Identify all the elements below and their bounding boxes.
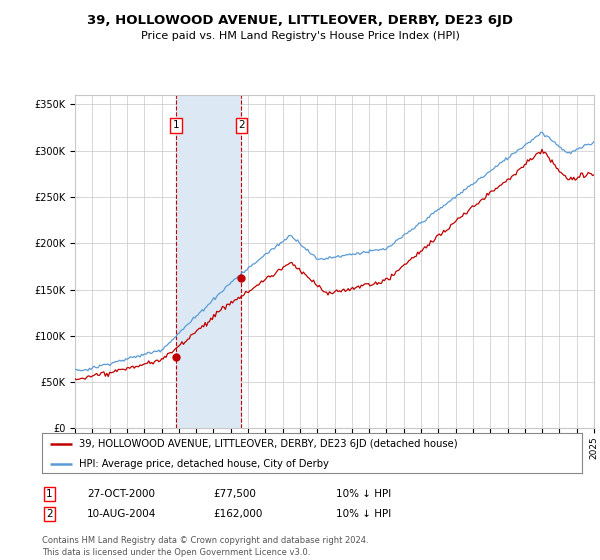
Text: £162,000: £162,000 bbox=[213, 509, 262, 519]
Text: 10-AUG-2004: 10-AUG-2004 bbox=[87, 509, 157, 519]
Text: 10% ↓ HPI: 10% ↓ HPI bbox=[336, 509, 391, 519]
Text: 39, HOLLOWOOD AVENUE, LITTLEOVER, DERBY, DE23 6JD (detached house): 39, HOLLOWOOD AVENUE, LITTLEOVER, DERBY,… bbox=[79, 439, 457, 449]
Text: HPI: Average price, detached house, City of Derby: HPI: Average price, detached house, City… bbox=[79, 459, 329, 469]
Text: 2: 2 bbox=[238, 120, 245, 130]
Bar bbox=[176, 95, 241, 428]
Text: 2: 2 bbox=[46, 509, 53, 519]
Text: 1: 1 bbox=[173, 120, 179, 130]
Text: 1: 1 bbox=[46, 489, 53, 499]
Text: 39, HOLLOWOOD AVENUE, LITTLEOVER, DERBY, DE23 6JD: 39, HOLLOWOOD AVENUE, LITTLEOVER, DERBY,… bbox=[87, 14, 513, 27]
Text: Price paid vs. HM Land Registry's House Price Index (HPI): Price paid vs. HM Land Registry's House … bbox=[140, 31, 460, 41]
Text: 27-OCT-2000: 27-OCT-2000 bbox=[87, 489, 155, 499]
Text: 10% ↓ HPI: 10% ↓ HPI bbox=[336, 489, 391, 499]
Text: Contains HM Land Registry data © Crown copyright and database right 2024.
This d: Contains HM Land Registry data © Crown c… bbox=[42, 536, 368, 557]
Text: £77,500: £77,500 bbox=[213, 489, 256, 499]
